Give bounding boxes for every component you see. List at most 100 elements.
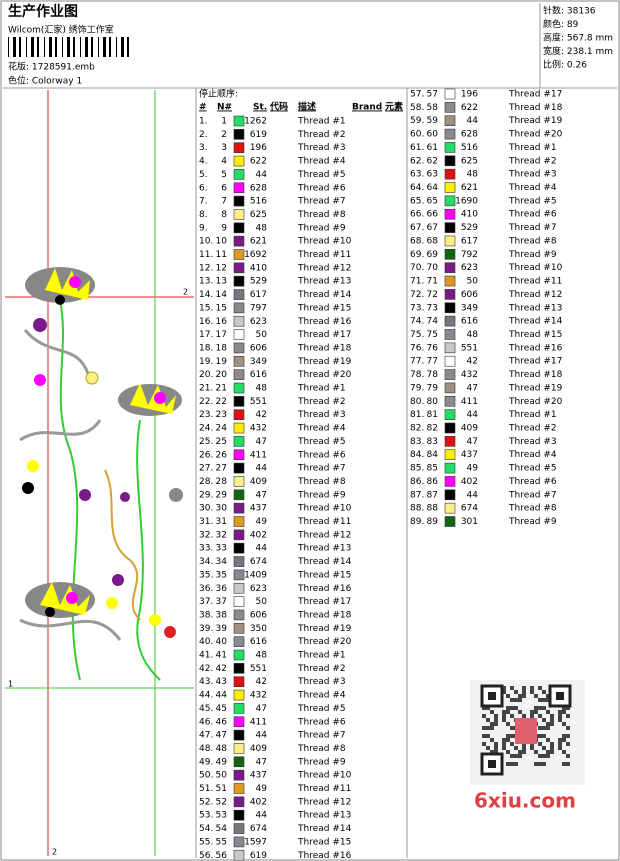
qr-cell	[542, 718, 546, 722]
stitch-count: 42	[256, 410, 267, 420]
row-number: 9.	[199, 223, 208, 233]
row-number: 68.	[410, 236, 424, 246]
row-number: 35.	[199, 570, 213, 580]
description: Thread #13	[297, 811, 351, 821]
row-number: 50.	[199, 771, 213, 781]
row-number: 25.	[199, 437, 213, 447]
column-header: #	[199, 103, 207, 113]
color-swatch	[233, 769, 245, 781]
description: Thread #11	[297, 517, 351, 527]
qr-cell	[494, 742, 498, 746]
stitch-count: 402	[250, 797, 267, 807]
qr-cell	[562, 710, 566, 714]
qr-cell	[558, 710, 562, 714]
qr-cell	[550, 746, 554, 750]
description: Thread #12	[297, 530, 351, 540]
row-number: 44.	[199, 691, 213, 701]
needle-number: 78	[427, 370, 439, 380]
row-number: 24.	[199, 424, 213, 434]
qr-cell	[546, 754, 550, 758]
info-item: 比例: 0.26	[543, 59, 587, 71]
color-swatch	[444, 208, 456, 220]
needle-number: 89	[427, 517, 439, 527]
needle-number: 53	[216, 811, 227, 821]
description: Thread #20	[508, 397, 563, 407]
qr-cell	[518, 710, 522, 714]
qr-cell	[530, 714, 534, 718]
stitch-count: 623	[461, 263, 478, 273]
qr-cell	[518, 698, 522, 702]
stitch-count: 411	[250, 717, 267, 727]
color-swatch	[233, 502, 245, 514]
needle-number: 18	[216, 343, 228, 353]
color-swatch	[233, 409, 245, 421]
thread-table: # N# St. 代码 描述 Brand 元素1. 1 1262 Thread #12. 2 619 T…	[199, 88, 563, 861]
color-swatch	[233, 689, 245, 701]
description: Thread #15	[297, 837, 351, 847]
row-number: 1.	[199, 117, 208, 127]
color-swatch	[444, 315, 456, 327]
color-swatch	[233, 462, 245, 474]
qr-cell	[530, 710, 534, 714]
needle-number: 16	[216, 317, 228, 327]
qr-cell	[562, 722, 566, 726]
needle-number: 15	[216, 303, 227, 313]
color-swatch	[233, 195, 245, 207]
row-number: 7.	[199, 197, 208, 207]
qr-cell	[542, 706, 546, 710]
stitch-count: 44	[256, 170, 268, 180]
stitch-count: 622	[461, 103, 478, 113]
stitch-count: 48	[256, 651, 268, 661]
stitch-count: 350	[250, 624, 267, 634]
row-number: 89.	[410, 517, 424, 527]
needle-number: 7	[221, 197, 227, 207]
bar	[73, 37, 75, 57]
qr-cell	[510, 762, 514, 766]
row-number: 8.	[199, 210, 208, 220]
qr-cell	[482, 734, 486, 738]
stitch-count: 49	[256, 517, 268, 527]
qr-cell	[542, 754, 546, 758]
qr-cell	[546, 722, 550, 726]
qr-cell	[510, 742, 514, 746]
description: Thread #10	[297, 504, 352, 514]
bar	[62, 37, 63, 57]
bar	[31, 37, 34, 57]
qr-cell	[522, 714, 526, 718]
row-number: 10.	[199, 237, 213, 247]
stitch-count: 42	[467, 357, 478, 367]
color-swatch	[233, 142, 245, 153]
color-swatch	[233, 235, 245, 247]
description: Thread #8	[297, 744, 346, 754]
row-number: 47.	[199, 731, 213, 741]
description: Thread #5	[297, 437, 346, 447]
needle-number: 75	[427, 330, 438, 340]
stitch-count: 47	[467, 383, 478, 393]
row-number: 32.	[199, 530, 213, 540]
needle-number: 40	[216, 637, 228, 647]
qr-cell	[542, 746, 546, 750]
color-swatch	[233, 369, 245, 380]
qr-cell	[518, 694, 522, 698]
needle-number: 24	[216, 424, 228, 434]
color-swatch	[233, 155, 245, 167]
qr-cell	[538, 734, 542, 738]
bar	[127, 37, 129, 57]
row-number: 87.	[410, 490, 424, 500]
needle-number: 51	[216, 784, 227, 794]
row-number: 23.	[199, 410, 213, 420]
needle-number: 72	[427, 290, 438, 300]
description: Thread #11	[508, 277, 562, 287]
color-swatch	[444, 222, 456, 233]
needle-number: 69	[427, 250, 439, 260]
stitch-count: 48	[467, 170, 479, 180]
color-swatch	[233, 783, 245, 794]
needle-number: 54	[216, 824, 228, 834]
color-swatch	[233, 556, 245, 567]
description: Thread #9	[508, 517, 557, 527]
design-preview: 2 1 2	[5, 90, 194, 857]
needle-number: 20	[216, 370, 228, 380]
column-header: 代码	[269, 101, 288, 113]
description: Thread #17	[508, 90, 562, 100]
row-number: 34.	[199, 557, 213, 567]
